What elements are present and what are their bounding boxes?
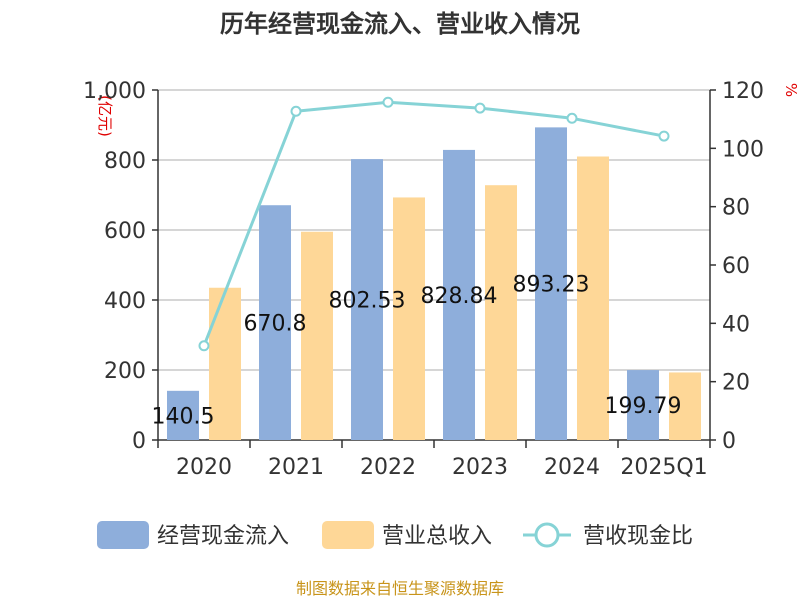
y-right-tick-label: 0 [722, 429, 736, 454]
bar-revenue [485, 185, 517, 440]
ratio-point [382, 96, 394, 108]
y-right-tick-label: 80 [722, 196, 750, 221]
bar-revenue [209, 287, 241, 440]
legend-swatch-revenue [322, 521, 374, 549]
ratio-point [290, 105, 302, 117]
legend-marker-ratio [534, 522, 560, 548]
y-left-tick-label: 1,000 [83, 79, 146, 104]
y-right-tick-label: 40 [722, 312, 750, 337]
data-labels: 140.5 670.8 802.53 828.84 893.23 199.79 [152, 273, 682, 430]
ratio-point [658, 130, 670, 142]
bar-cash-inflow [535, 127, 567, 440]
bar-cash-inflow [167, 390, 199, 440]
source-note: 制图数据来自恒生聚源数据库 [296, 579, 504, 598]
y-left-unit: (亿元) [96, 95, 114, 137]
y-left-tick-label: 0 [132, 429, 146, 454]
bars [167, 127, 701, 440]
y-left-tick-label: 400 [104, 289, 146, 314]
y-right-tick-label: 100 [722, 137, 764, 162]
x-tick-label: 2022 [360, 455, 416, 480]
x-tick-label: 2021 [268, 455, 324, 480]
data-label-cash-inflow: 828.84 [421, 284, 498, 309]
x-tick-label: 2024 [544, 455, 600, 480]
bar-cash-inflow [443, 149, 475, 440]
data-label-cash-inflow: 199.79 [605, 394, 682, 419]
y-left-axis: 0 200 400 600 800 1,000 [83, 79, 159, 454]
data-label-cash-inflow: 140.5 [152, 404, 215, 429]
bar-revenue [669, 372, 701, 440]
y-left-tick-label: 800 [104, 149, 146, 174]
legend-swatch-cash-inflow [97, 521, 149, 549]
data-label-cash-inflow: 802.53 [329, 289, 406, 314]
legend: 经营现金流入 营业总收入 营收现金比 [97, 521, 693, 549]
x-axis: 2020 2021 2022 2023 2024 2025Q1 [157, 439, 711, 480]
ratio-point [198, 340, 210, 352]
bar-cash-inflow [259, 205, 291, 440]
legend-label-revenue: 营业总收入 [382, 524, 492, 549]
y-right-tick-label: 120 [722, 79, 764, 104]
y-left-tick-label: 200 [104, 359, 146, 384]
grid [158, 89, 710, 371]
bar-revenue [393, 197, 425, 440]
ratio-point [566, 112, 578, 124]
bar-revenue [301, 231, 333, 440]
ratio-series-line [202, 100, 665, 347]
legend-label-cash-inflow: 经营现金流入 [157, 524, 289, 549]
y-right-tick-label: 60 [722, 254, 750, 279]
y-right-unit: % [782, 83, 800, 97]
ratio-line [198, 96, 670, 352]
x-tick-label: 2023 [452, 455, 508, 480]
ratio-point [474, 102, 486, 114]
bar-cash-inflow [351, 159, 383, 440]
y-right-tick-label: 20 [722, 371, 750, 396]
x-tick-label: 2025Q1 [620, 455, 707, 480]
x-tick-label: 2020 [176, 455, 232, 480]
bar-revenue [577, 156, 609, 440]
y-left-tick-label: 600 [104, 219, 146, 244]
data-label-cash-inflow: 893.23 [513, 273, 590, 298]
legend-label-ratio: 营收现金比 [583, 524, 693, 549]
chart-title: 历年经营现金流入、营业收入情况 [220, 10, 580, 38]
bar-cash-inflow [627, 370, 659, 440]
data-label-cash-inflow: 670.8 [244, 312, 307, 337]
y-right-axis: 0 20 40 60 80 100 120 [709, 79, 764, 454]
